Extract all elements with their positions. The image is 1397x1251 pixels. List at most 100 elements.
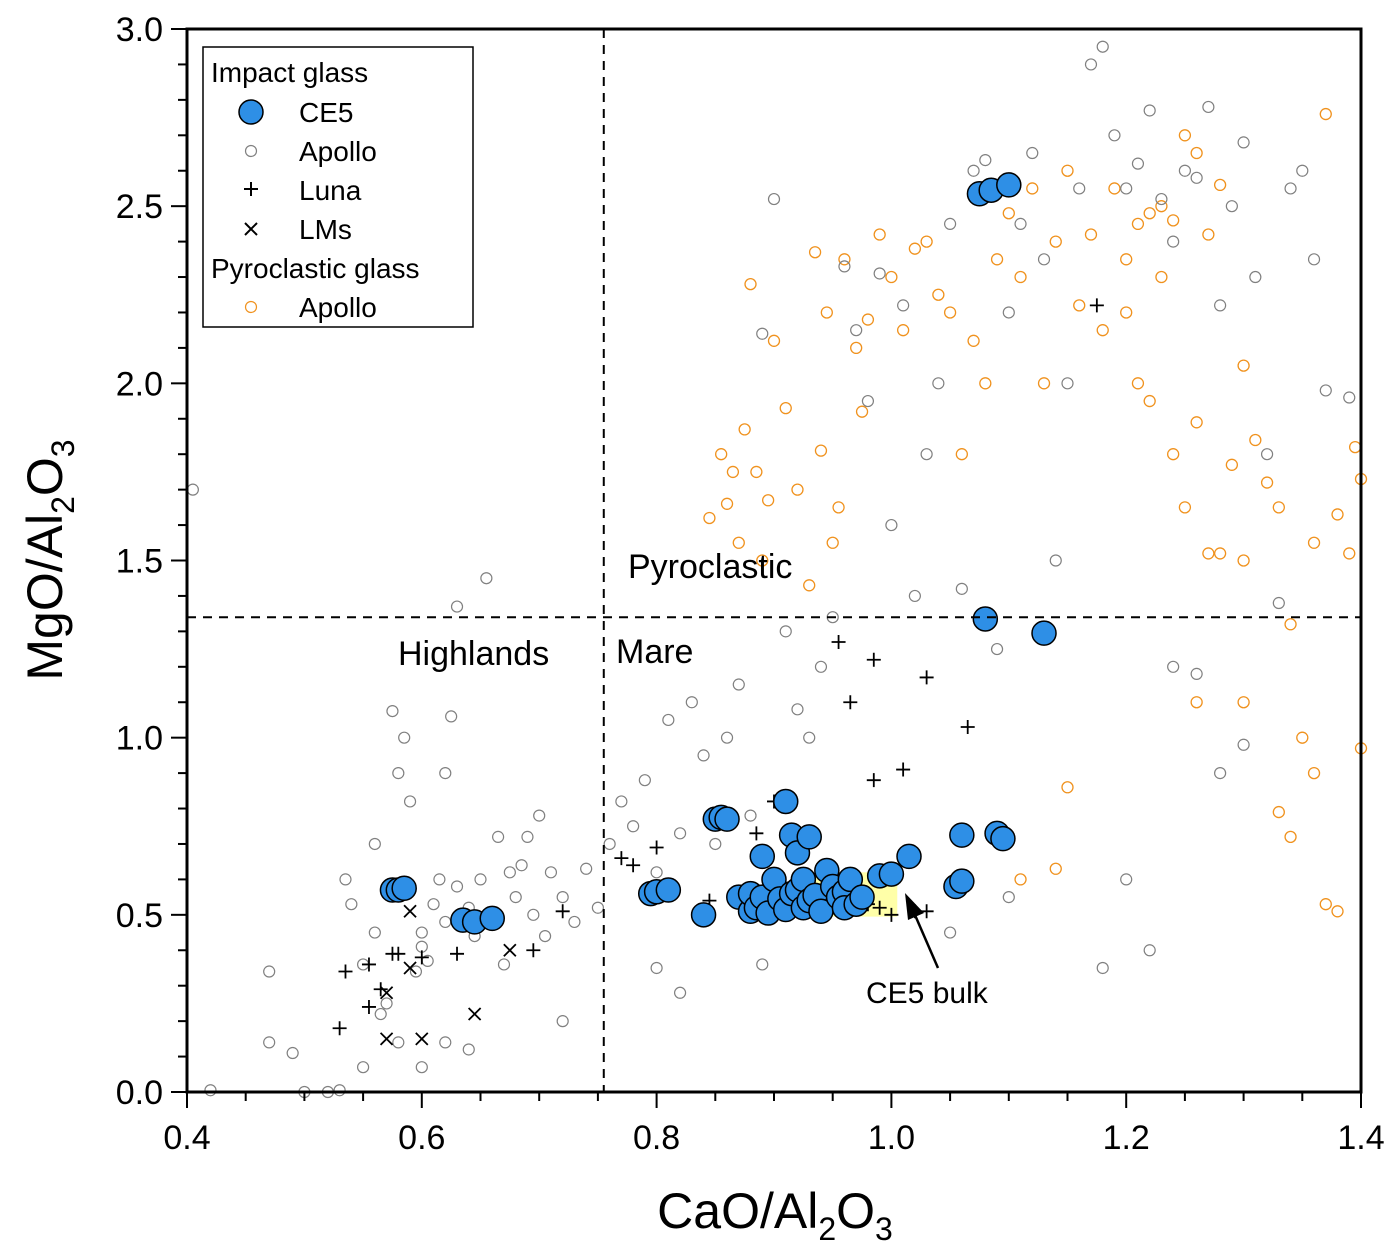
point-apollo-impact: [1249, 270, 1262, 284]
point-apollo-impact: [386, 704, 399, 718]
point-apollo-pyroclastic: [1190, 416, 1203, 429]
point-apollo-pyroclastic: [1284, 618, 1297, 631]
point-apollo-impact: [204, 1084, 217, 1097]
point-apollo-pyroclastic: [1225, 458, 1239, 471]
point-apollo-impact: [767, 192, 781, 206]
point-apollo-impact: [503, 866, 516, 879]
point-apollo-impact: [398, 731, 411, 744]
point-apollo-impact: [720, 731, 734, 744]
point-apollo-impact: [1049, 554, 1062, 567]
point-apollo-impact: [838, 260, 851, 273]
x-tick-label: 0.6: [398, 1119, 445, 1157]
point-apollo-impact: [439, 915, 452, 929]
point-ce5: [949, 868, 975, 894]
point-apollo-pyroclastic: [1096, 324, 1109, 337]
point-apollo-pyroclastic: [1143, 394, 1156, 408]
point-apollo-pyroclastic: [1167, 448, 1180, 461]
x-axis-title: CaO/Al2O3: [657, 1183, 893, 1247]
point-apollo-impact: [527, 908, 540, 921]
point-apollo-pyroclastic: [744, 277, 757, 291]
point-apollo-pyroclastic: [1202, 228, 1215, 241]
point-apollo-impact: [627, 820, 640, 833]
point-apollo-impact: [392, 1036, 405, 1049]
point-apollo-impact: [374, 1007, 387, 1021]
point-apollo-pyroclastic: [1237, 696, 1250, 709]
point-apollo-impact: [286, 1046, 299, 1060]
point-apollo-pyroclastic: [943, 306, 957, 319]
point-apollo-impact: [580, 862, 593, 875]
point-apollo-pyroclastic: [808, 246, 822, 259]
point-apollo-impact: [1096, 961, 1109, 975]
point-apollo-impact: [415, 1061, 428, 1074]
point-ce5: [996, 172, 1022, 198]
point-luna: [872, 900, 887, 915]
point-apollo-impact: [591, 901, 605, 914]
point-apollo-impact: [433, 873, 446, 886]
region-label-pyroclastic: Pyroclastic: [628, 548, 792, 586]
y-tick-label: 0.5: [116, 897, 163, 935]
point-apollo-pyroclastic: [855, 405, 869, 418]
point-luna: [414, 950, 429, 965]
point-apollo-impact: [1131, 157, 1145, 170]
point-apollo-pyroclastic: [1178, 501, 1192, 514]
point-apollo-pyroclastic: [873, 228, 886, 241]
point-apollo-impact: [1225, 200, 1238, 213]
point-apollo-impact: [1073, 182, 1086, 195]
legend-box: [202, 46, 474, 328]
point-apollo-pyroclastic: [1202, 547, 1215, 560]
point-apollo-impact: [380, 997, 393, 1010]
point-luna: [361, 957, 376, 972]
point-apollo-pyroclastic: [1272, 501, 1285, 514]
point-ce5: [896, 843, 922, 870]
point-apollo-pyroclastic: [990, 253, 1004, 266]
y-axis-title-sub2: 3: [45, 439, 81, 457]
point-apollo-pyroclastic: [715, 448, 728, 461]
point-apollo-impact: [263, 965, 276, 978]
point-apollo-impact: [333, 1084, 346, 1097]
point-apollo-pyroclastic: [1319, 107, 1332, 121]
point-apollo-impact: [1214, 299, 1227, 312]
point-apollo-pyroclastic: [1167, 214, 1180, 227]
point-apollo-impact: [709, 837, 722, 851]
point-apollo-impact: [897, 299, 910, 312]
point-apollo-pyroclastic: [767, 334, 781, 347]
point-apollo-impact: [732, 678, 745, 691]
point-ce5: [391, 875, 417, 902]
point-luna: [391, 946, 406, 961]
point-apollo-pyroclastic: [1296, 731, 1309, 744]
point-apollo-impact: [1272, 596, 1285, 610]
point-ce5: [990, 825, 1016, 852]
point-apollo-pyroclastic: [1073, 299, 1086, 312]
point-apollo-impact: [509, 891, 522, 904]
point-ce5: [749, 843, 776, 870]
point-apollo-impact: [1167, 660, 1180, 673]
legend-group-impact: Impact glass: [211, 57, 368, 88]
legend-group-pyroclastic: Pyroclastic glass: [211, 253, 420, 284]
point-lms: [503, 943, 517, 957]
point-apollo-pyroclastic: [1037, 377, 1051, 390]
point-apollo-pyroclastic: [932, 288, 945, 301]
point-ce5: [714, 806, 740, 832]
x-tick-label: 1.0: [868, 1119, 915, 1157]
point-apollo-pyroclastic: [1120, 306, 1133, 319]
point-apollo-pyroclastic: [967, 334, 980, 347]
point-apollo-impact: [1307, 253, 1321, 266]
point-apollo-impact: [932, 377, 945, 390]
annotation-arrow: [905, 893, 940, 969]
point-apollo-pyroclastic: [1131, 217, 1145, 231]
point-apollo-pyroclastic: [896, 324, 910, 337]
point-apollo-impact: [480, 572, 493, 585]
annotation-ce5-bulk: CE5 bulk: [866, 977, 989, 1010]
point-apollo-pyroclastic: [838, 253, 851, 266]
point-luna: [614, 851, 629, 866]
point-apollo-impact: [1155, 192, 1168, 206]
point-apollo-impact: [1284, 182, 1297, 195]
point-apollo-impact: [1178, 164, 1192, 177]
point-apollo-pyroclastic: [1213, 178, 1227, 192]
x-tick-label: 1.2: [1103, 1119, 1150, 1157]
point-apollo-impact: [556, 1015, 569, 1028]
point-ce5: [849, 884, 875, 910]
legend-label-lms: LMs: [299, 214, 352, 245]
point-luna: [896, 762, 911, 777]
